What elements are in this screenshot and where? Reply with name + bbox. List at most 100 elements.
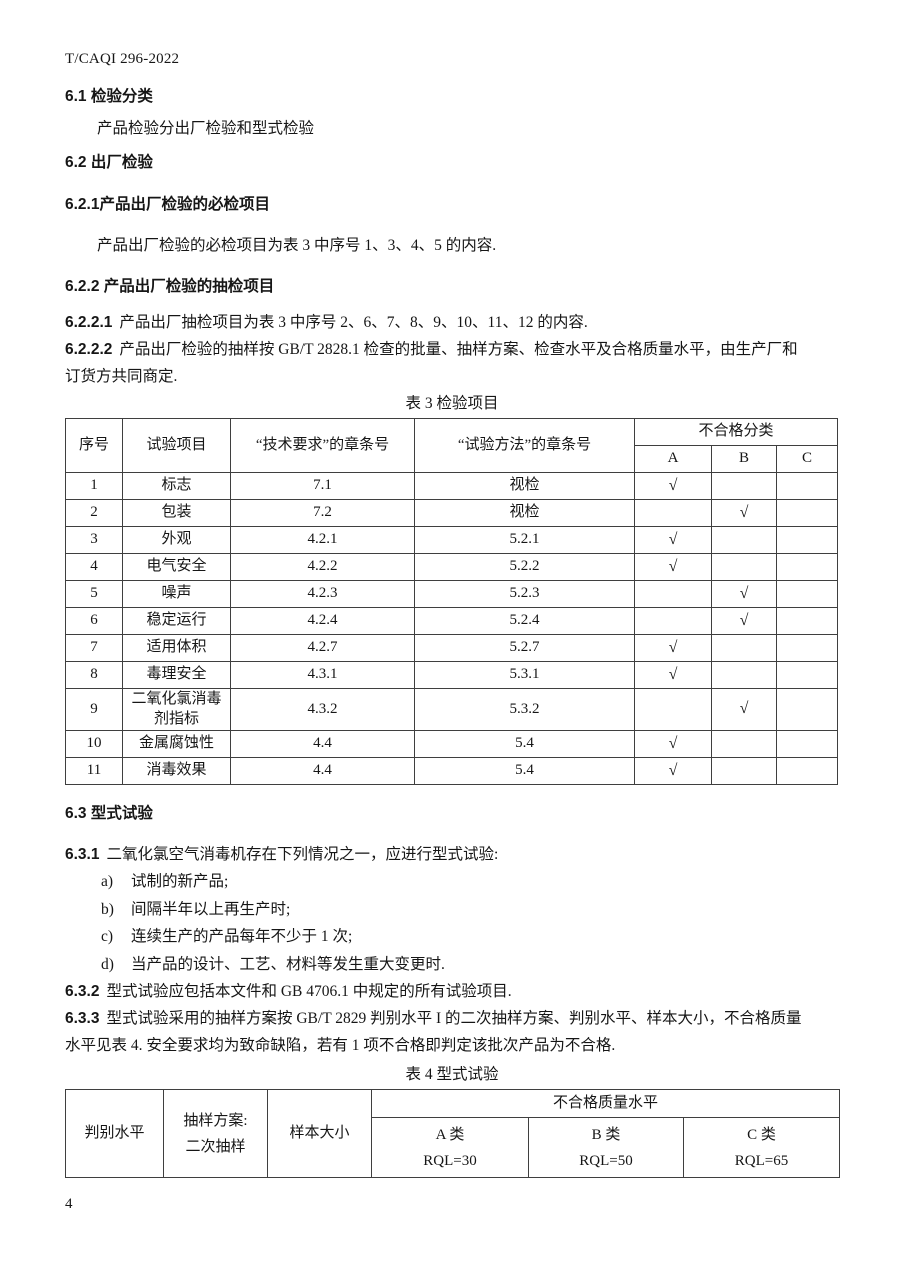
class-b-label: B 类: [591, 1126, 621, 1143]
cell-item: 标志: [122, 472, 231, 500]
cell-serial: 8: [65, 661, 123, 689]
cell-serial: 10: [65, 730, 123, 758]
table-row: 5 噪声 4.2.3 5.2.3 √: [65, 580, 839, 608]
cell-class-c: [775, 499, 839, 527]
cell-class-c: [775, 688, 839, 731]
cell-class-b: [711, 661, 777, 689]
list-marker: d): [101, 955, 114, 973]
cell-class-b: [711, 730, 777, 758]
header-method-clause: “试验方法”的章条号: [414, 418, 635, 473]
clause-number: 6.3.1: [65, 846, 100, 863]
cell-class-b: √: [711, 607, 777, 635]
table3-header-row: 序号 试验项目 “技术要求”的章条号 “试验方法”的章条号 不合格分类: [65, 418, 839, 473]
heading-6-2: 6.2 出厂检验: [65, 154, 153, 171]
cell-item: 二氧化氯消毒剂指标: [122, 688, 231, 731]
cell-requirement-clause: 4.2.3: [230, 580, 415, 608]
cell-item: 包装: [122, 499, 231, 527]
clause-text-line1: 型式试验采用的抽样方案按 GB/T 2829 判别水平 I 的二次抽样方案、判别…: [106, 1010, 802, 1027]
cell-class-a: A 类 RQL=30: [371, 1117, 529, 1178]
table-row: 11 消毒效果 4.4 5.4 √: [65, 757, 839, 785]
table4-type-test: 判别水平 抽样方案: 二次抽样 样本大小 不合格质量水平 A 类 RQL=30 B …: [65, 1089, 841, 1178]
cell-item: 噪声: [122, 580, 231, 608]
table3-body: 1 标志 7.1 视检 √ 2 包装 7.2 视检 √ 3 外观 4.2.1 5.2.1 √ 4 电气安全 4.2…: [65, 472, 839, 785]
header-sample-size: 样本大小: [267, 1089, 372, 1178]
table-row: 6 稳定运行 4.2.4 5.2.4 √: [65, 607, 839, 635]
clause-text: 型式试验应包括本文件和 GB 4706.1 中规定的所有试验项目.: [106, 983, 512, 1000]
list-text: 当产品的设计、工艺、材料等发生重大变更时.: [131, 955, 445, 973]
list-item: c) 连续生产的产品每年不少于 1 次;: [101, 923, 840, 951]
cell-requirement-clause: 4.4: [230, 757, 415, 785]
cell-requirement-clause: 4.2.4: [230, 607, 415, 635]
cell-class-c: [775, 607, 839, 635]
cell-serial: 1: [65, 472, 123, 500]
cell-class-a: √: [634, 634, 712, 662]
list-text: 间隔半年以上再生产时;: [131, 900, 291, 918]
header-item: 试验项目: [122, 418, 231, 473]
sampling-plan-line1: 抽样方案:: [183, 1112, 248, 1129]
class-c-rql: RQL=65: [734, 1152, 789, 1169]
header-nonconformity-group: 不合格分类: [633, 418, 839, 446]
cell-method-clause: 5.4: [414, 730, 635, 758]
cell-method-clause: 5.3.2: [414, 688, 635, 731]
type-test-conditions-list: a) 试制的新产品; b) 间隔半年以上再生产时; c) 连续生产的产品每年不少于 1…: [65, 868, 840, 978]
page-content: T/CAQI 296-2022 6.1 检验分类 产品检验分出厂检验和型式检验 …: [65, 51, 841, 1178]
heading-6-2-1: 6.2.1产品出厂检验的必检项目: [65, 196, 270, 213]
heading-6-2-2: 6.2.2 产品出厂检验的抽检项目: [65, 278, 275, 295]
cell-requirement-clause: 4.3.2: [230, 688, 415, 731]
cell-class-a: [634, 580, 712, 608]
cell-class-c: [775, 553, 839, 581]
clause-6-3-2: 6.3.2 型式试验应包括本文件和 GB 4706.1 中规定的所有试验项目.: [65, 978, 840, 1005]
table3-inspection-items: 序号 试验项目 “技术要求”的章条号 “试验方法”的章条号 不合格分类 A B …: [65, 418, 839, 785]
cell-serial: 5: [65, 580, 123, 608]
cell-class-c: [775, 634, 839, 662]
cell-requirement-clause: 7.2: [230, 499, 415, 527]
cell-class-c: [775, 526, 839, 554]
cell-class-b: [711, 553, 777, 581]
cell-item: 稳定运行: [122, 607, 231, 635]
cell-item: 毒理安全: [122, 661, 231, 689]
class-a-label: A 类: [435, 1126, 465, 1143]
cell-serial: 7: [65, 634, 123, 662]
sampling-plan-line2: 二次抽样: [185, 1138, 246, 1155]
table-row: 4 电气安全 4.2.2 5.2.2 √: [65, 553, 839, 581]
table-row: 1 标志 7.1 视检 √: [65, 472, 839, 500]
cell-requirement-clause: 4.2.1: [230, 526, 415, 554]
cell-method-clause: 5.2.7: [414, 634, 635, 662]
cell-method-clause: 5.2.4: [414, 607, 635, 635]
table4-class-row: A 类 RQL=30 B 类 RQL=50 C 类 RQL=65: [66, 1117, 841, 1178]
table-row: 9 二氧化氯消毒剂指标 4.3.2 5.3.2 √: [65, 688, 839, 731]
doc-code: T/CAQI 296-2022: [65, 51, 180, 67]
table-row: 8 毒理安全 4.3.1 5.3.1 √: [65, 661, 839, 689]
cell-method-clause: 5.3.1: [414, 661, 635, 689]
cell-class-c: [775, 472, 839, 500]
list-marker: b): [101, 900, 114, 918]
cell-class-b: B 类 RQL=50: [528, 1117, 684, 1178]
clause-number: 6.3.2: [65, 983, 100, 1000]
cell-class-b: [711, 472, 777, 500]
list-item: a) 试制的新产品;: [101, 868, 840, 896]
cell-requirement-clause: 4.2.2: [230, 553, 415, 581]
cell-class-a: [634, 499, 712, 527]
cell-requirement-clause: 4.3.1: [230, 661, 415, 689]
list-marker: c): [101, 928, 114, 945]
cell-item: 电气安全: [122, 553, 231, 581]
cell-class-b: √: [711, 499, 777, 527]
cell-item: 消毒效果: [122, 757, 231, 785]
list-item: b) 间隔半年以上再生产时;: [101, 896, 840, 924]
cell-item: 适用体积: [122, 634, 231, 662]
cell-class-a: √: [634, 730, 712, 758]
cell-item: 外观: [122, 526, 231, 554]
clause-text-line1: 产品出厂检验的抽样按 GB/T 2828.1 检查的批量、抽样方案、检查水平及合…: [119, 341, 798, 358]
clause-number: 6.2.2.2: [65, 341, 113, 358]
paragraph-6-1: 产品检验分出厂检验和型式检验: [97, 120, 315, 137]
cell-class-c: [775, 730, 839, 758]
cell-class-a: √: [634, 661, 712, 689]
cell-requirement-clause: 4.2.7: [230, 634, 415, 662]
cell-class-a: √: [634, 472, 712, 500]
clause-text-line2: 订货方共同商定.: [65, 368, 178, 385]
cell-method-clause: 5.2.1: [414, 526, 635, 554]
cell-class-a: [634, 607, 712, 635]
table4-header-row: 判别水平 抽样方案: 二次抽样 样本大小 不合格质量水平: [65, 1089, 841, 1178]
list-item: d) 当产品的设计、工艺、材料等发生重大变更时.: [101, 951, 840, 979]
